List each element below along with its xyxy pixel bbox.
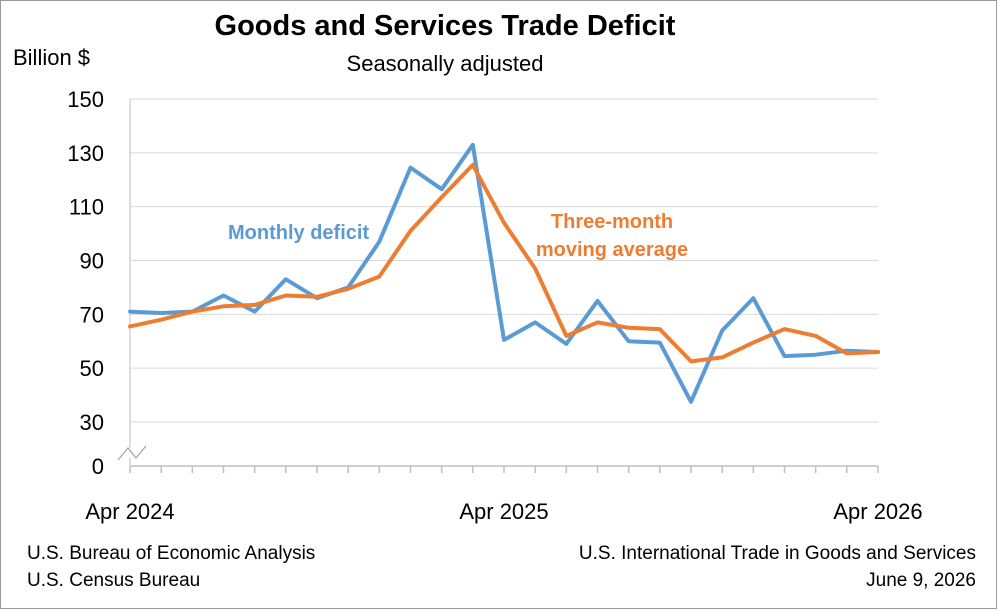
- annotation-monthly-deficit: Monthly deficit: [228, 222, 369, 244]
- y-tick-label-0: 0: [92, 454, 104, 479]
- chart-title: Goods and Services Trade Deficit: [214, 10, 676, 42]
- y-tick-label-50: 50: [80, 356, 104, 381]
- y-tick-label-90: 90: [80, 249, 104, 274]
- source-bea: U.S. Bureau of Economic Analysis: [27, 543, 316, 564]
- y-tick-label-150: 150: [67, 87, 104, 112]
- source-census: U.S. Census Bureau: [27, 570, 201, 591]
- x-tick-label-apr-2025: Apr 2025: [459, 499, 548, 524]
- x-tick-label-apr-2026: Apr 2026: [833, 499, 922, 524]
- series-line-moving-average: [128, 162, 880, 364]
- chart-subtitle: Seasonally adjusted: [346, 51, 544, 76]
- x-tick-label-apr-2024: Apr 2024: [85, 499, 174, 524]
- series-line-monthly-deficit: [128, 142, 880, 404]
- y-axis-label: Billion $: [13, 45, 91, 70]
- y-tick-label-30: 30: [80, 410, 104, 435]
- y-tick-label-130: 130: [67, 141, 104, 166]
- release-name: U.S. International Trade in Goods and Se…: [578, 543, 976, 564]
- axis-break-mark: [117, 445, 147, 461]
- release-date: June 9, 2026: [866, 570, 976, 591]
- y-tick-label-110: 110: [69, 195, 104, 220]
- annotation-moving-average-line2: moving average: [536, 239, 688, 261]
- y-tick-label-70: 70: [80, 302, 104, 327]
- annotation-moving-average-line1: Three-month: [551, 211, 673, 233]
